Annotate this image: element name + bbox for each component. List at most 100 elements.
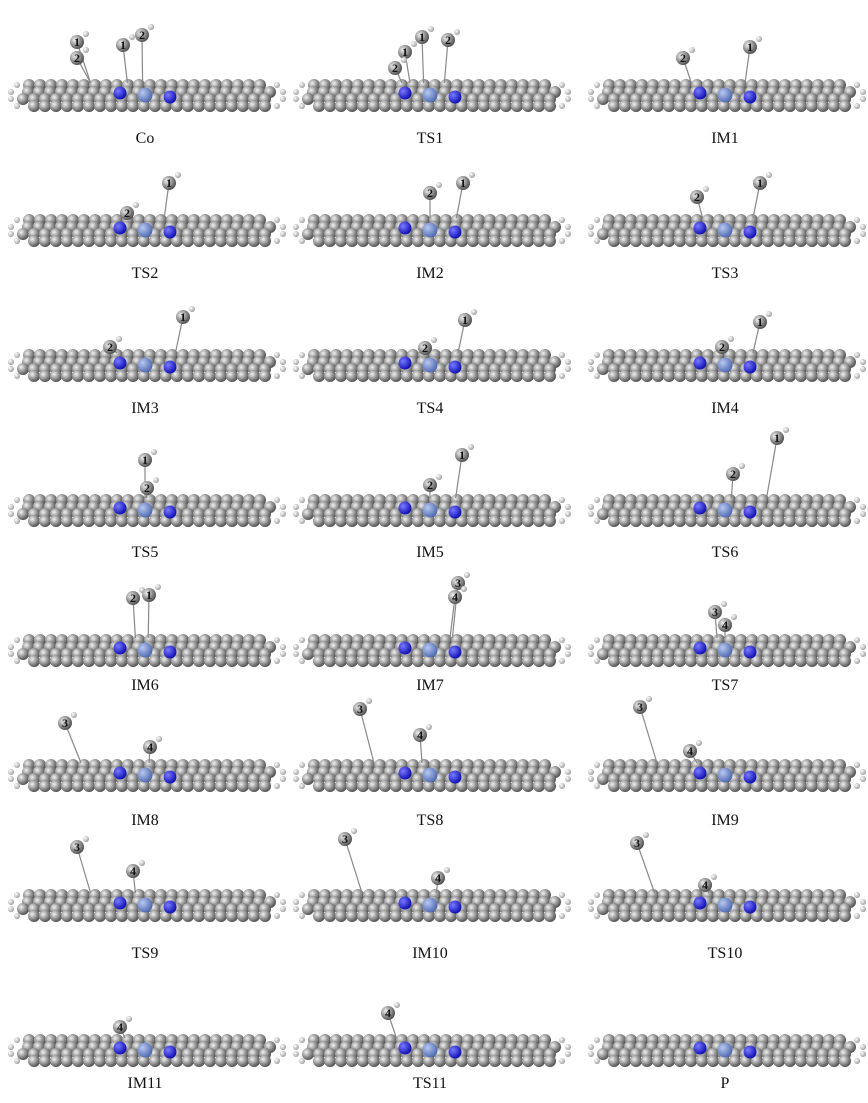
cobalt-atom <box>718 768 733 783</box>
hydrogen-atom <box>151 449 157 455</box>
atom-number: 3 <box>357 702 363 716</box>
carbon-atom <box>204 100 216 112</box>
hydrogen-atom <box>14 783 20 789</box>
hydrogen-atom <box>274 892 280 898</box>
hydrogen-atom <box>594 82 600 88</box>
carbon-atom <box>511 515 523 527</box>
hydrogen-atom <box>8 1044 14 1050</box>
carbon-atom <box>685 655 697 667</box>
carbon-atom <box>17 648 29 660</box>
carbon-atom <box>696 1055 708 1067</box>
panel-label: IM7 <box>416 677 444 694</box>
carbon-atom <box>467 655 479 667</box>
carbon-atom <box>83 235 95 247</box>
hydrogen-atom <box>299 1037 305 1043</box>
hydrogen-atom <box>721 601 727 607</box>
carbon-atom <box>784 100 796 112</box>
carbon-atom <box>215 235 227 247</box>
atom-number: 3 <box>342 832 348 846</box>
carbon-atom <box>237 1055 249 1067</box>
hydrogen-atom <box>299 658 305 664</box>
carbon-atom <box>652 910 664 922</box>
hydrogen-atom <box>646 696 652 702</box>
carbon-atom <box>522 100 534 112</box>
hydrogen-atom <box>299 497 305 503</box>
carbon-atom <box>674 1055 686 1067</box>
carbon-atom <box>685 100 697 112</box>
hydrogen-atom <box>293 511 299 517</box>
carbon-atom <box>762 100 774 112</box>
carbon-atom <box>28 1055 40 1067</box>
carbon-atom <box>379 100 391 112</box>
carbon-atom <box>839 515 851 527</box>
carbon-atom <box>597 648 609 660</box>
hydrogen-atom <box>14 103 20 109</box>
cobalt-atom <box>423 503 438 518</box>
hydrogen-atom <box>274 762 280 768</box>
panel-label: TS1 <box>417 130 444 147</box>
carbon-atom <box>368 235 380 247</box>
nitrogen-atom <box>114 642 127 655</box>
carbon-atom <box>696 235 708 247</box>
carbon-atom <box>127 515 139 527</box>
carbon-atom <box>434 370 446 382</box>
hydrogen-atom <box>293 359 299 365</box>
carbon-atom <box>259 910 271 922</box>
carbon-atom <box>696 780 708 792</box>
carbon-atom <box>630 1055 642 1067</box>
carbon-atom <box>259 655 271 667</box>
hydrogen-atom <box>854 373 860 379</box>
carbon-atom <box>467 515 479 527</box>
atom-number: 1 <box>120 38 126 52</box>
carbon-atom <box>357 1055 369 1067</box>
carbon-atom <box>39 370 51 382</box>
hydrogen-atom <box>565 89 571 95</box>
carbon-atom <box>401 910 413 922</box>
atom-number: 3 <box>712 605 718 619</box>
carbon-atom <box>116 515 128 527</box>
nitrogen-atom <box>744 901 757 914</box>
carbon-atom <box>61 655 73 667</box>
carbon-atom <box>828 655 840 667</box>
carbon-atom <box>630 780 642 792</box>
hydrogen-atom <box>594 103 600 109</box>
carbon-atom <box>39 910 51 922</box>
carbon-atom <box>357 100 369 112</box>
hydrogen-atom <box>153 477 159 483</box>
carbon-atom <box>608 1055 620 1067</box>
carbon-atom <box>182 515 194 527</box>
carbon-atom <box>500 655 512 667</box>
carbon-atom <box>94 780 106 792</box>
carbon-atom <box>619 1055 631 1067</box>
atom-number: 3 <box>455 576 461 590</box>
carbon-atom <box>28 370 40 382</box>
hydrogen-atom <box>274 1037 280 1043</box>
carbon-atom <box>61 1055 73 1067</box>
carbon-atom <box>729 1055 741 1067</box>
carbon-atom <box>412 655 424 667</box>
hydrogen-atom <box>293 96 299 102</box>
hydrogen-atom <box>280 511 286 517</box>
hydrogen-atom <box>299 217 305 223</box>
bond <box>345 839 362 893</box>
atom-number: 1 <box>747 40 753 54</box>
hydrogen-atom <box>594 352 600 358</box>
carbon-atom <box>608 910 620 922</box>
hydrogen-atom <box>129 34 135 40</box>
hydrogen-atom <box>8 776 14 782</box>
panel-label: TS2 <box>132 265 159 282</box>
carbon-atom <box>478 515 490 527</box>
bond <box>640 707 657 763</box>
panel-label: IM5 <box>416 544 444 561</box>
cobalt-atom <box>423 358 438 373</box>
carbon-atom <box>608 100 620 112</box>
hydrogen-atom <box>293 1051 299 1057</box>
atom-number: 2 <box>130 591 136 605</box>
panel-label: IM1 <box>711 130 739 147</box>
carbon-atom <box>630 235 642 247</box>
carbon-atom <box>39 235 51 247</box>
carbon-atom <box>817 370 829 382</box>
hydrogen-atom <box>426 724 432 730</box>
hydrogen-atom <box>588 224 594 230</box>
carbon-atom <box>237 515 249 527</box>
